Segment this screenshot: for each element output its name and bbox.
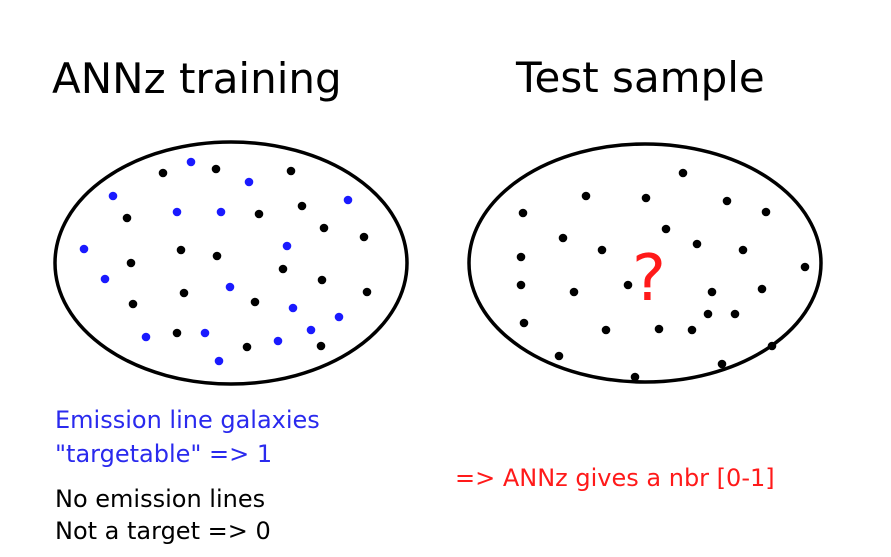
emission-dot — [225, 282, 235, 292]
non-emission-dot — [316, 341, 326, 351]
test-dot — [678, 168, 688, 178]
test-dot — [597, 245, 607, 255]
test-dot — [516, 280, 526, 290]
test-dot — [687, 325, 697, 335]
test-dot — [692, 239, 702, 249]
non-emission-dot — [128, 299, 138, 309]
emission-dot — [288, 303, 298, 313]
test-dot — [707, 287, 717, 297]
emission-dot — [79, 244, 89, 254]
test-dot — [623, 280, 633, 290]
test-dot — [730, 309, 740, 319]
non-emission-dot — [122, 213, 132, 223]
test-sample-dots — [516, 168, 810, 382]
emission-caption-line2: "targetable" => 1 — [55, 440, 273, 468]
test-dot — [738, 245, 748, 255]
emission-dot — [186, 157, 196, 167]
non-emission-dot — [158, 168, 168, 178]
emission-dot — [334, 312, 344, 322]
test-dot — [641, 193, 651, 203]
test-dot — [661, 224, 671, 234]
test-dot — [800, 262, 810, 272]
test-dot — [601, 325, 611, 335]
test-dot — [581, 191, 591, 201]
emission-dot — [343, 195, 353, 205]
emission-line-dots — [79, 157, 353, 366]
test-dot — [554, 351, 564, 361]
non-emission-caption-line2: Not a target => 0 — [55, 517, 271, 545]
non-emission-dot — [317, 275, 327, 285]
test-dot — [722, 196, 732, 206]
non-emission-dot — [278, 264, 288, 274]
emission-dot — [200, 328, 210, 338]
non-emission-dot — [242, 342, 252, 352]
non-emission-dots — [122, 164, 372, 352]
test-dot — [761, 207, 771, 217]
test-dot — [757, 284, 767, 294]
non-emission-dot — [362, 287, 372, 297]
non-emission-dot — [286, 166, 296, 176]
emission-dot — [273, 336, 283, 346]
non-emission-dot — [359, 232, 369, 242]
training-set-ellipse — [53, 140, 409, 386]
non-emission-dot — [126, 258, 136, 268]
non-emission-dot — [211, 164, 221, 174]
emission-dot — [282, 241, 292, 251]
emission-dot — [306, 325, 316, 335]
non-emission-caption-line1: No emission lines — [55, 485, 266, 513]
non-emission-dot — [250, 297, 260, 307]
test-dot — [654, 324, 664, 334]
non-emission-dot — [176, 245, 186, 255]
emission-dot — [108, 191, 118, 201]
non-emission-dot — [179, 288, 189, 298]
test-dot — [703, 309, 713, 319]
non-emission-dot — [319, 223, 329, 233]
non-emission-dot — [172, 328, 182, 338]
emission-dot — [214, 356, 224, 366]
test-dot — [630, 372, 640, 382]
test-sample-title: Test sample — [516, 53, 765, 102]
emission-dot — [216, 207, 226, 217]
test-dot — [767, 341, 777, 351]
training-title: ANNz training — [52, 54, 342, 103]
test-dot — [717, 359, 727, 369]
test-dot — [569, 287, 579, 297]
emission-dot — [244, 177, 254, 187]
non-emission-dot — [212, 251, 222, 261]
test-dot — [519, 318, 529, 328]
test-dot — [558, 233, 568, 243]
emission-dot — [141, 332, 151, 342]
test-dot — [518, 208, 528, 218]
non-emission-dot — [297, 201, 307, 211]
non-emission-dot — [254, 209, 264, 219]
question-mark: ? — [632, 242, 666, 316]
output-caption: => ANNz gives a nbr [0-1] — [455, 464, 775, 492]
emission-dot — [100, 274, 110, 284]
test-sample-ellipse — [467, 142, 823, 384]
emission-caption-line1: Emission line galaxies — [55, 406, 320, 434]
emission-dot — [172, 207, 182, 217]
test-dot — [516, 252, 526, 262]
